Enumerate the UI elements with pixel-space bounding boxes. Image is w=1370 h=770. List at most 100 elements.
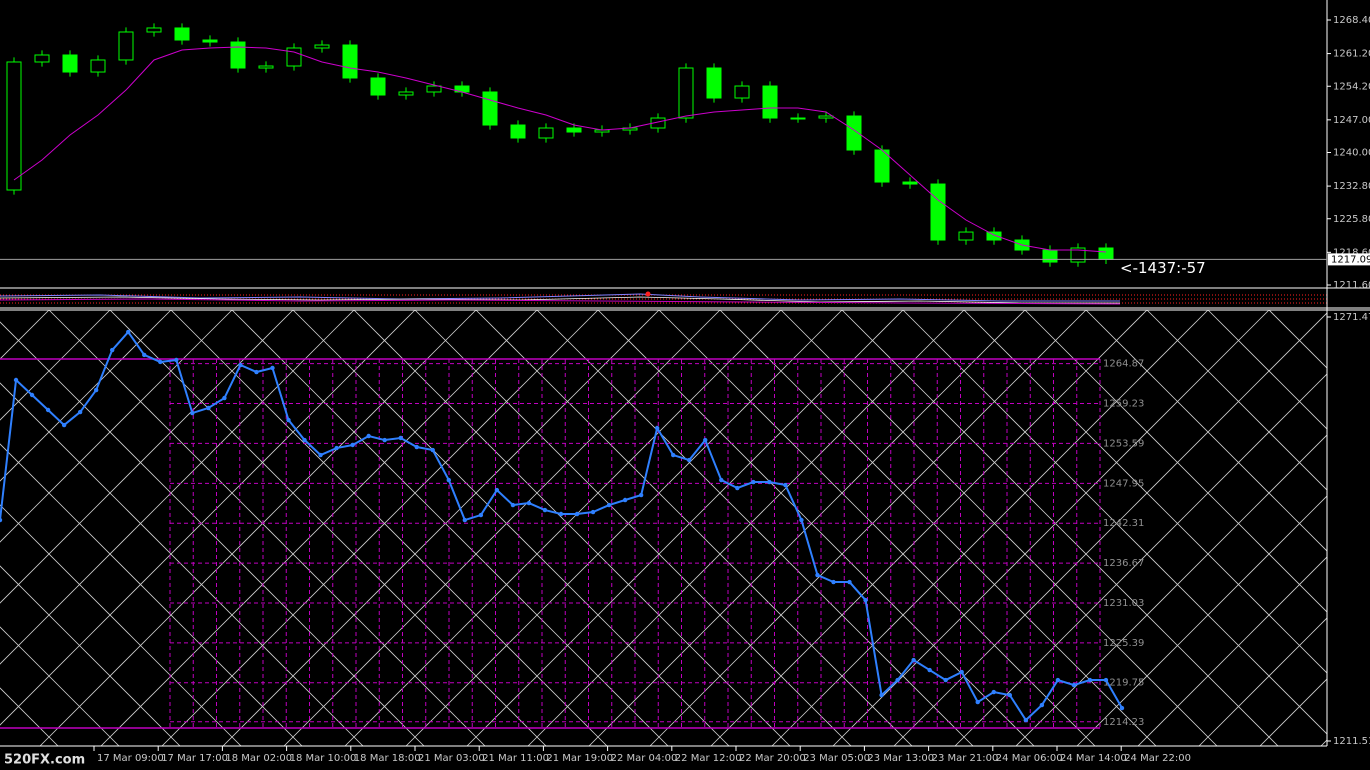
candle-body [230,41,246,69]
current-price-label: 1217.09 [1331,254,1370,265]
lattice-line [0,310,355,665]
point [1119,705,1125,711]
candle-body [986,231,1002,241]
candle-body [706,67,722,99]
point [574,511,580,517]
indicator-pane [0,290,1327,307]
candle-body [958,231,974,241]
point [606,502,612,508]
point [687,457,692,463]
lattice-line [0,504,242,746]
point [270,365,275,371]
point [126,329,131,335]
y-tick-label: 1232.80 [1333,181,1370,192]
point [783,482,788,488]
lattice-line [0,382,364,746]
candle-body [566,127,582,133]
lattice-line [1146,310,1327,491]
point [1087,677,1093,683]
candle-body [62,54,78,73]
candle-body [1070,247,1086,263]
point [799,517,804,523]
y-tick-label: 1225.39 [1103,638,1144,649]
lattice-line [344,310,782,746]
x-tick-label: 23 Mar 13:00 [867,753,934,764]
candle-body [1098,247,1114,260]
lattice-line [170,310,608,746]
point [414,444,419,450]
y-tick-label: 1219.75 [1103,678,1144,689]
point [831,579,836,585]
point [494,487,500,493]
candle-body [846,115,862,151]
candle-body [818,115,834,119]
point [526,500,532,506]
point [0,517,3,523]
point [350,442,355,448]
y-tick-label: 1254.20 [1333,81,1370,92]
point [767,479,772,485]
point [334,445,339,451]
y-tick-label: 1242.31 [1103,518,1144,529]
point [1071,682,1077,688]
x-tick-label: 23 Mar 05:00 [803,753,870,764]
candle-body [342,44,358,79]
moving-average [13,46,1107,253]
y-tick-label: 1236.67 [1103,558,1144,569]
y-tick-label: 1261.20 [1333,49,1370,60]
annotation: <-1437:-57 [1120,259,1206,277]
point [975,699,980,705]
point [13,377,19,383]
x-tick-label: 24 Mar 06:00 [996,753,1063,764]
point [751,479,756,485]
x-tick-label: 17 Mar 09:00 [97,753,164,764]
magenta-grid [0,358,1101,729]
lattice-line [414,310,852,746]
point [174,357,179,363]
point [542,507,548,513]
lattice-line [710,310,1148,746]
lattice-line [658,310,1096,746]
candle-body [1042,249,1058,263]
lattice-line [902,310,1327,735]
candle-body [790,117,806,120]
point [382,437,387,443]
point [190,410,195,416]
point [703,437,708,443]
y-tick-label: 1264.87 [1103,359,1144,370]
x-tick-label: 24 Mar 14:00 [1060,753,1127,764]
point [895,677,900,683]
lattice-line [353,310,791,746]
y-tick-label: 1211.60 [1333,280,1370,291]
y-tick-label: 1214.23 [1103,717,1144,728]
lattice-line [0,321,425,746]
lattice-line [231,310,669,746]
y-tick-label: 1271.47 [1333,312,1370,323]
candle-body [34,54,50,63]
point [222,395,227,401]
candle-body [314,44,330,49]
candle-body [678,67,694,119]
lattice-line [466,310,904,746]
point [719,477,724,483]
candle-body [734,85,750,99]
lattice-line [771,310,1209,746]
y-tick-label: 1240.00 [1333,148,1370,159]
candle-body [370,77,386,96]
point [430,447,435,453]
watermark: 520FX.com [4,753,85,768]
candle-body [398,91,414,96]
point [847,579,852,585]
lattice-line [1076,495,1327,746]
y-tick-label: 1211.51 [1333,736,1370,747]
candle-body [426,85,442,93]
lattice-line [954,373,1327,746]
point [735,485,740,491]
lattice-line [719,310,1157,746]
lattice-line [0,310,233,543]
point [991,689,996,695]
candle-body [118,31,134,61]
y-tick-label: 1247.95 [1103,478,1144,489]
